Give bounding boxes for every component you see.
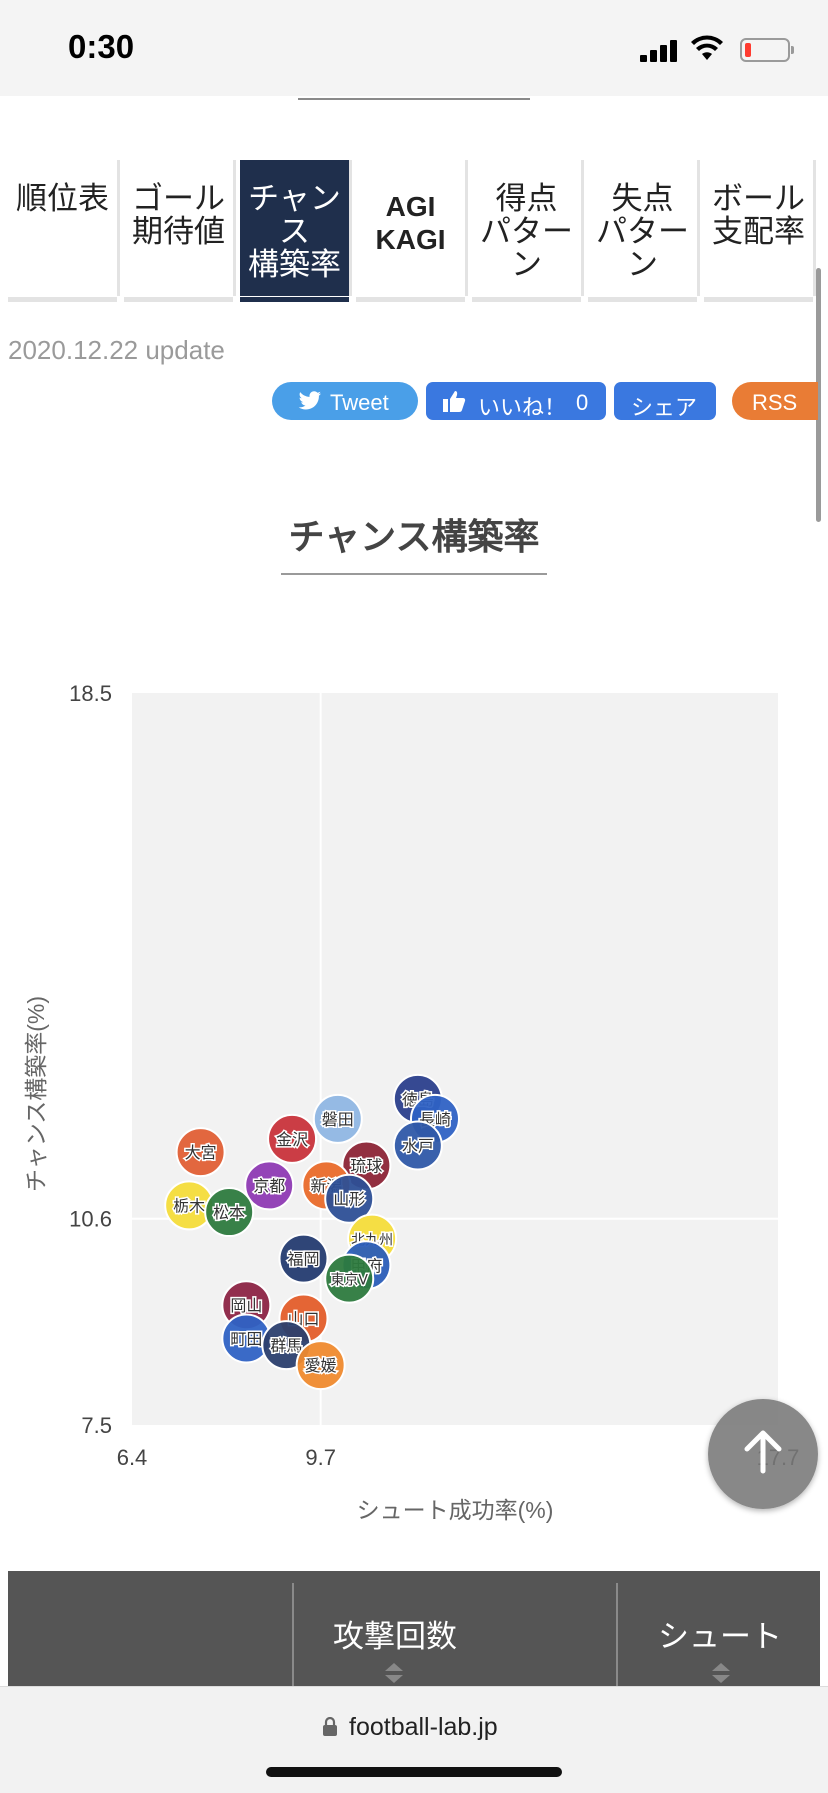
tab-scoring-pattern[interactable]: 得点 パター ン: [472, 160, 584, 302]
scatter-chart-container: 18.510.67.5 6.49.717.7 徳島長崎磐田水戸金沢大宮琉球京都新…: [0, 660, 828, 1560]
data-point[interactable]: 大宮: [175, 1127, 226, 1178]
tweet-button[interactable]: Tweet: [272, 382, 418, 420]
x-tick-labels: 6.49.717.7: [117, 1445, 800, 1470]
status-time: 0:30: [68, 28, 135, 65]
data-point[interactable]: 栃木: [164, 1180, 215, 1231]
point-marker: [244, 1160, 295, 1211]
column-divider: [616, 1583, 618, 1691]
point-label: 岡山: [230, 1296, 262, 1315]
y-tick-label: 10.6: [69, 1207, 112, 1232]
y-axis-label: チャンス構築率(%): [23, 996, 49, 1192]
point-label: 松本: [213, 1203, 245, 1222]
point-label: 金沢: [276, 1130, 308, 1149]
y-tick-labels: 18.5 10.6 7.5: [69, 681, 112, 1438]
point-marker: [392, 1120, 443, 1171]
tab-label: 順位表: [16, 181, 109, 216]
arrow-up-icon: [744, 1430, 782, 1474]
tweet-label: Tweet: [330, 390, 389, 415]
lock-icon: [323, 1717, 337, 1736]
point-label: 愛媛: [305, 1356, 337, 1375]
data-point[interactable]: 町田: [221, 1313, 272, 1364]
y-tick-label: 7.5: [81, 1413, 112, 1438]
y-tick-label: 18.5: [69, 681, 112, 706]
tab-label: チャン ス 構築率: [248, 181, 341, 282]
point-label: 群馬: [270, 1336, 302, 1355]
point-label: 山形: [333, 1190, 365, 1209]
sort-icon[interactable]: [383, 1661, 405, 1685]
data-point[interactable]: 福岡: [278, 1233, 329, 1284]
point-label: 栃木: [173, 1196, 205, 1215]
x-tick-label: 6.4: [117, 1445, 148, 1470]
like-label: いいね！: [478, 395, 567, 420]
like-button[interactable]: いいね！ 0: [426, 382, 606, 420]
tab-chance-building[interactable]: チャン ス 構築率: [240, 160, 352, 302]
data-point[interactable]: 京都: [244, 1160, 295, 1211]
header-divider: [298, 98, 530, 100]
column-header-shots[interactable]: シュート: [658, 1619, 782, 1654]
update-date: 2020.12.22 update: [8, 335, 225, 365]
tab-expected-goals[interactable]: ゴール 期待値: [124, 160, 236, 302]
point-label: 町田: [230, 1329, 262, 1348]
rss-button[interactable]: RSS: [732, 382, 818, 420]
signal-icon: [640, 40, 678, 62]
data-point[interactable]: 松本: [204, 1187, 255, 1238]
data-point[interactable]: 山形: [324, 1173, 375, 1224]
point-label: 大宮: [185, 1143, 217, 1162]
scatter-chart: 18.510.67.5 6.49.717.7 徳島長崎磐田水戸金沢大宮琉球京都新…: [23, 681, 800, 1523]
scrollbar[interactable]: [816, 268, 821, 522]
tab-standings[interactable]: 順位表: [8, 160, 120, 302]
point-label: 福岡: [287, 1250, 319, 1269]
x-axis-label: シュート成功率(%): [357, 1497, 554, 1523]
sort-icon[interactable]: [710, 1661, 732, 1685]
thumbs-up-icon: [443, 391, 466, 412]
data-point[interactable]: 愛媛: [295, 1340, 346, 1391]
tab-bar: 順位表 ゴール 期待値 チャン ス 構築率 AGI KAGI 得点 パター ン …: [8, 160, 828, 302]
tab-label: AGI KAGI: [375, 191, 446, 255]
x-tick-label: 9.7: [305, 1445, 336, 1470]
battery-icon: [740, 38, 794, 62]
wifi-icon: [691, 35, 723, 60]
point-marker: [324, 1253, 375, 1304]
data-points: 徳島長崎磐田水戸金沢大宮琉球京都新潟山形栃木松本北九州福岡甲府東京V岡山山口町田…: [164, 1073, 460, 1391]
data-point[interactable]: 水戸: [392, 1120, 443, 1171]
point-marker: [295, 1340, 346, 1391]
point-marker: [267, 1113, 318, 1164]
tab-label: ゴール 期待値: [132, 181, 225, 249]
point-label: 磐田: [322, 1110, 354, 1129]
point-marker: [324, 1173, 375, 1224]
table-header: 攻撃回数 シュート: [8, 1571, 820, 1691]
url-field[interactable]: football-lab.jp: [349, 1713, 498, 1741]
tab-agi-kagi[interactable]: AGI KAGI: [356, 160, 468, 302]
data-point[interactable]: 金沢: [267, 1113, 318, 1164]
point-label: 琉球: [350, 1156, 382, 1175]
column-divider: [292, 1583, 294, 1691]
point-label: 京都: [253, 1176, 285, 1195]
home-indicator[interactable]: [266, 1767, 562, 1777]
column-header-attacks[interactable]: 攻撃回数: [333, 1619, 457, 1654]
tab-label: 得点 パター ン: [480, 181, 573, 282]
browser-bar: football-lab.jp: [0, 1686, 828, 1793]
data-point[interactable]: 磐田: [312, 1093, 363, 1144]
section-title: チャンス構築率: [288, 516, 540, 557]
twitter-bird-icon: [298, 391, 321, 410]
tab-label: 失点 パター ン: [596, 181, 689, 282]
title-underline: [281, 573, 547, 575]
point-label: 水戸: [402, 1137, 434, 1156]
back-to-top-button[interactable]: [708, 1399, 818, 1509]
tab-possession[interactable]: ボール 支配率: [704, 160, 816, 302]
point-marker: [175, 1127, 226, 1178]
point-marker: [278, 1233, 329, 1284]
tab-label: ボール 支配率: [712, 181, 805, 249]
point-marker: [312, 1093, 363, 1144]
point-label: 東京V: [330, 1273, 368, 1289]
data-point[interactable]: 東京V: [324, 1253, 375, 1304]
share-button[interactable]: シェア: [614, 382, 716, 420]
like-count: 0: [576, 390, 589, 415]
status-bar: 0:30: [0, 0, 828, 96]
rss-label: RSS: [752, 390, 798, 415]
point-marker: [204, 1187, 255, 1238]
tab-conceding-pattern[interactable]: 失点 パター ン: [588, 160, 700, 302]
share-label: シェア: [631, 395, 698, 420]
